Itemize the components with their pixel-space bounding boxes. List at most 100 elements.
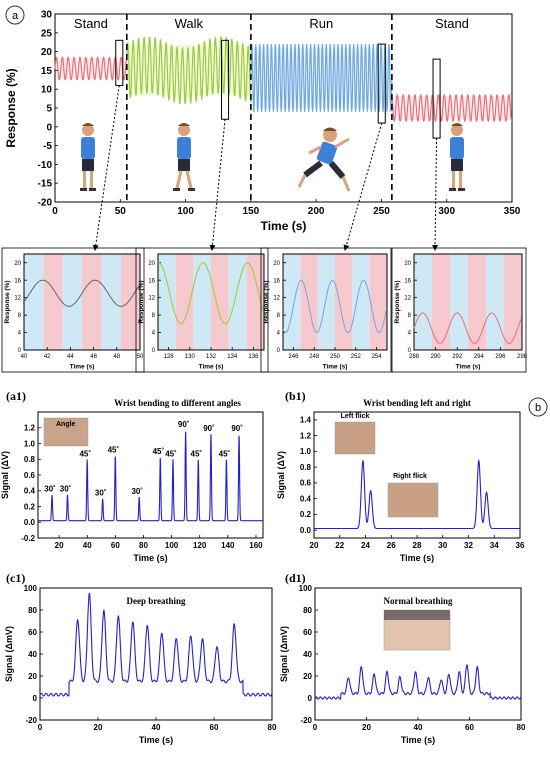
chart-title: Wrist bending to different angles [114, 398, 241, 408]
x-axis-label: Time (s) [400, 553, 434, 563]
x-tick-label: 22 [335, 541, 344, 550]
left-flick-label: Left flick [341, 413, 370, 420]
peak-label: 90˚ [178, 420, 190, 429]
zoom-frame [135, 247, 269, 373]
zoom-band [101, 254, 121, 350]
y-axis-label: Response (%) [263, 281, 270, 324]
y-tick-label: 5 [46, 104, 52, 115]
person-walk-figure [173, 123, 195, 191]
x-axis-label: Time (s) [323, 364, 348, 371]
y-tick-label: 0.0 [24, 518, 36, 527]
y-tick-label: 0.6 [300, 479, 312, 488]
x-tick-label: 60 [111, 541, 120, 550]
x-tick-label: 28 [413, 541, 422, 550]
zoom-band [175, 254, 194, 350]
zoom-series-line [23, 279, 141, 307]
y-tick-label: 20 [148, 261, 155, 267]
x-tick-label: 34 [490, 541, 499, 550]
y-axis-label: Signal (ΔmV) [4, 626, 14, 682]
zoom-band [82, 254, 102, 350]
y-tick-label: 0.4 [300, 494, 312, 503]
zoom-arrow [343, 122, 383, 251]
x-tick-label: 296 [495, 354, 506, 360]
x-tick-label: 292 [452, 354, 463, 360]
x-axis-label: Time (s) [70, 364, 95, 371]
zoom-band [486, 254, 504, 350]
chart-title: Normal breathing [383, 596, 453, 606]
x-tick-label: 150 [243, 206, 260, 217]
zoom-band [335, 254, 353, 350]
zoom-band [504, 254, 522, 350]
x-tick-label: 134 [227, 354, 238, 360]
plot-frame [413, 253, 523, 351]
x-tick-label: 290 [431, 354, 442, 360]
y-tick-label: 0 [277, 348, 281, 354]
right-flick-label: Right flick [393, 473, 427, 480]
right-flick-photo [387, 482, 439, 518]
y-tick-label: 4 [408, 331, 412, 337]
y-tick-label: 4 [152, 331, 156, 337]
x-tick-label: 120 [193, 541, 207, 550]
peak-label: 45˚ [191, 449, 203, 458]
person-run-figure [297, 127, 351, 192]
x-tick-label: 160 [249, 541, 263, 550]
x-axis-label: Time (s) [401, 735, 435, 745]
x-tick-label: 36 [516, 541, 525, 550]
zoom-band [283, 254, 301, 350]
plot-frame [314, 587, 522, 721]
y-axis-label: Response (%) [4, 68, 18, 147]
zoom-band [62, 254, 82, 350]
zoom-band [300, 254, 318, 350]
y-tick-label: -15 [38, 179, 53, 190]
x-tick-label: 0 [52, 206, 58, 217]
x-tick-label: 24 [361, 541, 370, 550]
x-tick-label: 32 [464, 541, 473, 550]
x-tick-label: 80 [517, 723, 526, 732]
peak-label: 30˚ [60, 485, 72, 494]
y-axis-label: Response (%) [4, 281, 11, 324]
x-tick-label: 298 [517, 354, 528, 360]
chart-title: Deep breathing [126, 596, 186, 606]
phase-label: Stand [74, 16, 108, 31]
panel-b-label: b [535, 402, 541, 414]
zoom-band [414, 254, 432, 350]
x-tick-label: 130 [185, 354, 196, 360]
x-tick-label: 300 [438, 206, 455, 217]
panel-d1-label: (d1) [285, 571, 306, 585]
y-tick-label: 20 [303, 672, 312, 681]
y-tick-label: 20 [41, 47, 53, 58]
y-tick-label: 40 [303, 650, 312, 659]
inset-angle-label: Angle [56, 421, 76, 428]
y-tick-label: 60 [28, 628, 37, 637]
series-line-walk [126, 36, 252, 105]
y-tick-label: -20 [300, 716, 312, 725]
y-tick-label: 12 [273, 296, 280, 302]
x-tick-label: 294 [474, 354, 485, 360]
panel-c1-label: (c1) [6, 571, 25, 585]
x-tick-label: 254 [372, 354, 383, 360]
x-tick-label: 20 [362, 723, 371, 732]
peak-label: 90˚ [203, 424, 215, 433]
zoom-frame [1, 247, 145, 373]
y-tick-label: 1.2 [300, 431, 312, 440]
x-tick-label: 46 [90, 354, 97, 360]
y-tick-label: 40 [28, 650, 37, 659]
x-tick-label: 128 [164, 354, 175, 360]
y-tick-label: 1.0 [24, 439, 36, 448]
x-tick-label: 100 [177, 206, 194, 217]
x-tick-label: 246 [288, 354, 299, 360]
y-tick-label: 1.4 [300, 416, 312, 425]
y-tick-label: 16 [404, 278, 411, 284]
y-tick-label: -0.2 [21, 534, 35, 543]
x-tick-label: 40 [83, 541, 92, 550]
y-tick-label: 1.2 [24, 424, 36, 433]
zoom-band [211, 254, 229, 350]
y-tick-label: 1.0 [300, 447, 312, 456]
peak-label: 45˚ [165, 449, 177, 458]
y-tick-label: 0 [308, 694, 313, 703]
x-tick-label: 250 [373, 206, 390, 217]
zoom-arrows [92, 85, 439, 251]
